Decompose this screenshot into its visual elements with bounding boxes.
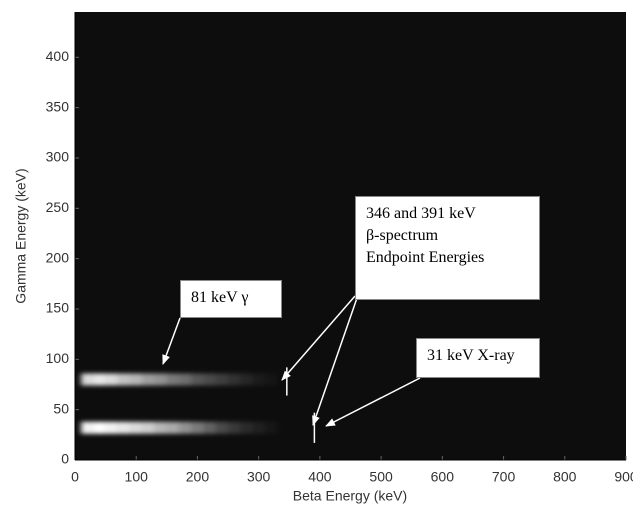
heatmap-cell bbox=[228, 421, 241, 434]
annotation-text: β-spectrum bbox=[366, 227, 439, 244]
heatmap-cell bbox=[203, 421, 216, 434]
heatmap-cell bbox=[228, 373, 241, 386]
x-tick-label: 500 bbox=[369, 469, 393, 485]
heatmap-cell bbox=[130, 421, 143, 434]
arrow bbox=[325, 377, 421, 427]
heatmap-cell bbox=[252, 421, 265, 434]
arrow bbox=[162, 317, 181, 365]
x-tick-label: 400 bbox=[308, 469, 332, 485]
y-tick-label: 300 bbox=[46, 149, 70, 165]
heatmap-cell bbox=[191, 421, 204, 434]
arrows bbox=[162, 295, 421, 427]
heatmap-cell bbox=[166, 373, 180, 386]
plot-area bbox=[75, 12, 626, 460]
heatmap-cell bbox=[93, 421, 106, 434]
heatmap-cell bbox=[240, 373, 253, 386]
annotation-text: 81 keV γ bbox=[191, 289, 249, 306]
heatmap-cell bbox=[117, 373, 131, 386]
heatmap-cell bbox=[105, 373, 118, 386]
heatmap-cell bbox=[142, 373, 155, 386]
y-tick-label: 250 bbox=[46, 199, 70, 215]
heatmap-cell bbox=[81, 373, 94, 386]
annotation: 31 keV X-ray bbox=[416, 338, 540, 378]
heatmap-cell bbox=[252, 373, 265, 386]
y-tick-label: 0 bbox=[61, 451, 69, 467]
y-tick-label: 50 bbox=[53, 400, 69, 416]
heatmap-cell bbox=[142, 421, 155, 434]
heatmap bbox=[81, 373, 278, 434]
annotation: 346 and 391 keV β-spectrum Endpoint Ener… bbox=[355, 196, 540, 300]
x-tick-label: 200 bbox=[186, 469, 210, 485]
arrow bbox=[312, 297, 358, 426]
x-tick-label: 800 bbox=[553, 469, 577, 485]
heatmap-cell bbox=[130, 373, 143, 386]
heatmap-cell bbox=[264, 421, 278, 434]
heatmap-cell bbox=[117, 421, 131, 434]
x-tick-label: 300 bbox=[247, 469, 271, 485]
arrow bbox=[281, 295, 356, 381]
heatmap-cell bbox=[203, 373, 216, 386]
heatmap-cell bbox=[191, 373, 204, 386]
y-tick-label: 200 bbox=[46, 249, 70, 265]
heatmap-cell bbox=[215, 421, 229, 434]
y-tick-label: 400 bbox=[46, 48, 70, 64]
y-axis-label: Gamma Energy (keV) bbox=[13, 168, 29, 303]
annotation: 81 keV γ bbox=[180, 280, 282, 318]
heatmap-cell bbox=[179, 421, 192, 434]
annotation-text: 346 and 391 keV bbox=[366, 205, 476, 222]
y-tick-label: 100 bbox=[46, 350, 70, 366]
annotation-text: 31 keV X-ray bbox=[427, 347, 515, 364]
heatmap-cell bbox=[265, 373, 277, 385]
heatmap-cell bbox=[105, 421, 118, 434]
heatmap-cell bbox=[154, 421, 167, 434]
heatmap-cell bbox=[93, 373, 106, 386]
y-tick-label: 150 bbox=[46, 300, 70, 316]
x-tick-label: 600 bbox=[431, 469, 455, 485]
x-tick-label: 100 bbox=[125, 469, 149, 485]
x-tick-label: 900 bbox=[614, 469, 633, 485]
y-tick-label: 350 bbox=[46, 98, 70, 114]
x-tick-label: 0 bbox=[71, 469, 79, 485]
heatmap-cell bbox=[81, 421, 94, 434]
x-axis-label: Beta Energy (keV) bbox=[293, 488, 407, 504]
heatmap-cell bbox=[240, 421, 253, 434]
heatmap-cell bbox=[215, 373, 229, 386]
heatmap-cell bbox=[179, 373, 192, 386]
annotation-text: Endpoint Energies bbox=[366, 249, 485, 266]
x-tick-label: 700 bbox=[492, 469, 516, 485]
heatmap-cell bbox=[166, 421, 180, 434]
heatmap-cell bbox=[154, 373, 167, 386]
